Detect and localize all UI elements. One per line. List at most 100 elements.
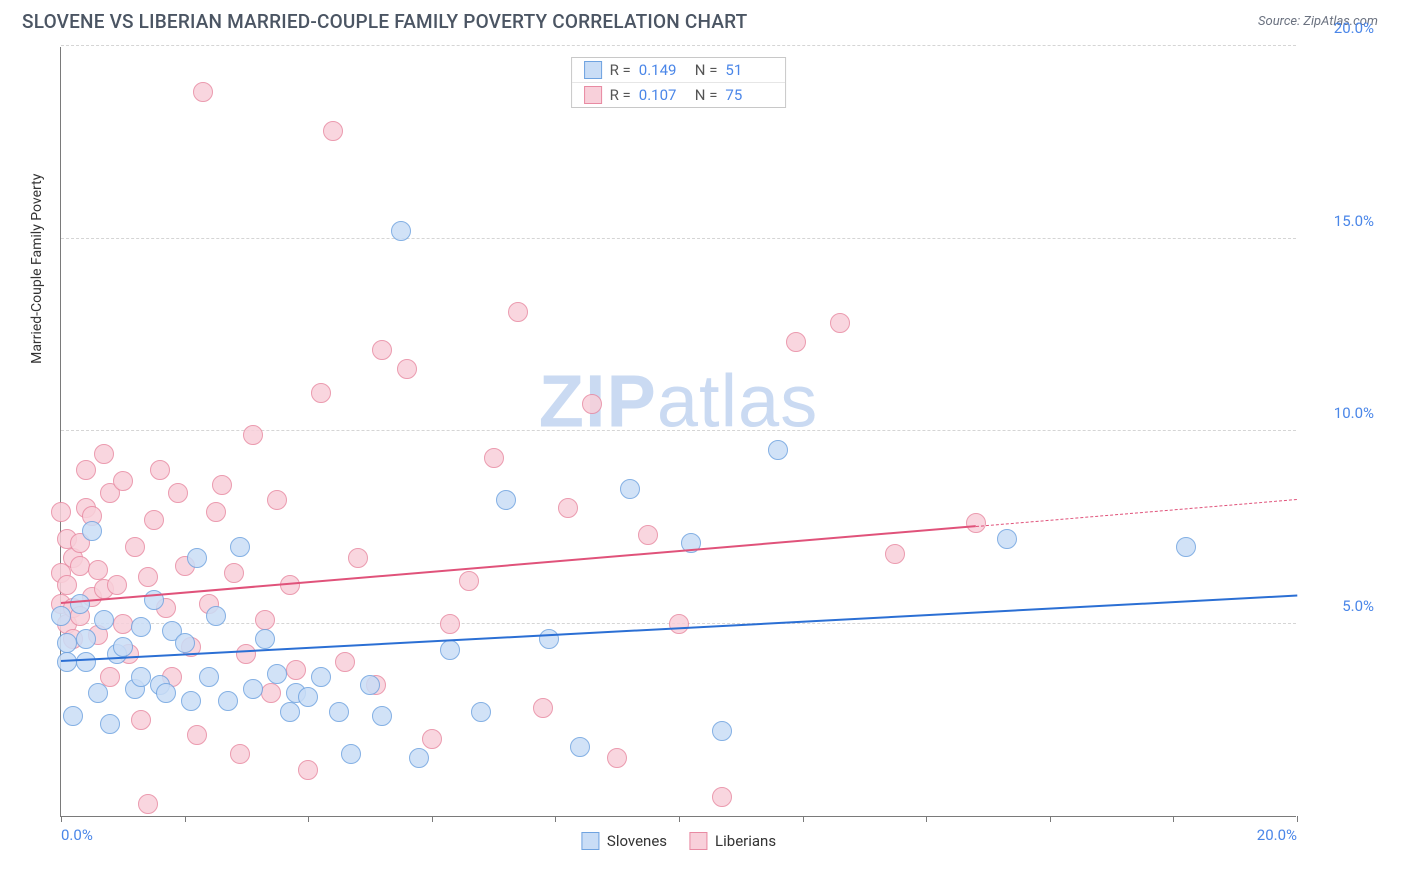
correlation-legend: R =0.149N =51R =0.107N =75 xyxy=(571,57,787,108)
scatter-point xyxy=(51,606,71,626)
n-label: N = xyxy=(695,61,718,79)
x-tick xyxy=(1173,816,1174,822)
scatter-point xyxy=(298,760,318,780)
scatter-point xyxy=(508,302,528,322)
scatter-point xyxy=(181,691,201,711)
scatter-point xyxy=(323,121,343,141)
legend-swatch xyxy=(581,832,599,850)
scatter-point xyxy=(484,448,504,468)
n-value: 75 xyxy=(725,86,773,104)
legend-item: Liberians xyxy=(689,832,776,850)
trend-line-extrapolated xyxy=(976,499,1297,527)
scatter-point xyxy=(786,332,806,352)
scatter-point xyxy=(440,614,460,634)
scatter-point xyxy=(70,594,90,614)
scatter-point xyxy=(218,691,238,711)
scatter-point xyxy=(311,667,331,687)
r-label: R = xyxy=(610,86,631,104)
scatter-point xyxy=(496,490,516,510)
scatter-point xyxy=(107,575,127,595)
scatter-point xyxy=(298,687,318,707)
n-label: N = xyxy=(695,86,718,104)
scatter-point xyxy=(409,748,429,768)
scatter-point xyxy=(539,629,559,649)
scatter-point xyxy=(311,383,331,403)
x-tick xyxy=(308,816,309,822)
scatter-point xyxy=(669,614,689,634)
y-axis-label: Married-Couple Family Poverty xyxy=(29,173,45,363)
scatter-point xyxy=(243,679,263,699)
scatter-point xyxy=(341,744,361,764)
legend-swatch xyxy=(689,832,707,850)
scatter-point xyxy=(138,794,158,814)
scatter-point xyxy=(230,744,250,764)
x-tick xyxy=(1050,816,1051,822)
scatter-point xyxy=(131,710,151,730)
r-value: 0.107 xyxy=(639,86,687,104)
x-tick xyxy=(432,816,433,822)
scatter-point xyxy=(70,556,90,576)
scatter-point xyxy=(76,652,96,672)
r-label: R = xyxy=(610,61,631,79)
gridline xyxy=(61,238,1296,239)
r-value: 0.149 xyxy=(639,61,687,79)
x-tick-label: 20.0% xyxy=(1257,826,1297,844)
scatter-point xyxy=(113,614,133,634)
scatter-point xyxy=(150,460,170,480)
scatter-point xyxy=(255,610,275,630)
chart-title: SLOVENE VS LIBERIAN MARRIED-COUPLE FAMIL… xyxy=(22,10,747,33)
scatter-point xyxy=(94,610,114,630)
correlation-legend-row: R =0.149N =51 xyxy=(572,58,786,82)
scatter-point xyxy=(440,640,460,660)
scatter-point xyxy=(397,359,417,379)
scatter-point xyxy=(125,537,145,557)
scatter-point xyxy=(76,460,96,480)
legend-item: Slovenes xyxy=(581,832,667,850)
plot-area: Married-Couple Family Poverty ZIPatlas R… xyxy=(60,47,1296,817)
scatter-point xyxy=(459,571,479,591)
scatter-point xyxy=(243,425,263,445)
scatter-point xyxy=(267,490,287,510)
legend-label: Slovenes xyxy=(607,832,667,850)
scatter-point xyxy=(224,563,244,583)
scatter-point xyxy=(348,548,368,568)
legend-swatch xyxy=(584,61,602,79)
scatter-point xyxy=(261,683,281,703)
scatter-point xyxy=(57,633,77,653)
scatter-point xyxy=(372,706,392,726)
x-tick xyxy=(1297,816,1298,822)
scatter-point xyxy=(175,633,195,653)
series-legend: Slovenes Liberians xyxy=(581,832,776,850)
scatter-point xyxy=(51,502,71,522)
scatter-point xyxy=(582,394,602,414)
scatter-point xyxy=(212,475,232,495)
scatter-point xyxy=(206,606,226,626)
scatter-point xyxy=(1176,537,1196,557)
x-tick-label: 0.0% xyxy=(61,826,93,844)
scatter-point xyxy=(558,498,578,518)
scatter-point xyxy=(199,667,219,687)
scatter-point xyxy=(57,575,77,595)
scatter-point xyxy=(620,479,640,499)
scatter-point xyxy=(113,471,133,491)
scatter-point xyxy=(255,629,275,649)
scatter-point xyxy=(88,560,108,580)
scatter-point xyxy=(131,617,151,637)
scatter-point xyxy=(422,729,442,749)
scatter-point xyxy=(712,787,732,807)
scatter-point xyxy=(236,644,256,664)
scatter-point xyxy=(280,702,300,722)
scatter-point xyxy=(193,82,213,102)
scatter-point xyxy=(471,702,491,722)
trend-line xyxy=(61,595,1297,662)
scatter-point xyxy=(187,548,207,568)
scatter-point xyxy=(144,510,164,530)
scatter-point xyxy=(230,537,250,557)
scatter-point xyxy=(768,440,788,460)
scatter-point xyxy=(94,444,114,464)
scatter-point xyxy=(372,340,392,360)
scatter-point xyxy=(206,502,226,522)
x-tick xyxy=(803,816,804,822)
scatter-point xyxy=(329,702,349,722)
y-tick-label: 5.0% xyxy=(1306,597,1374,615)
